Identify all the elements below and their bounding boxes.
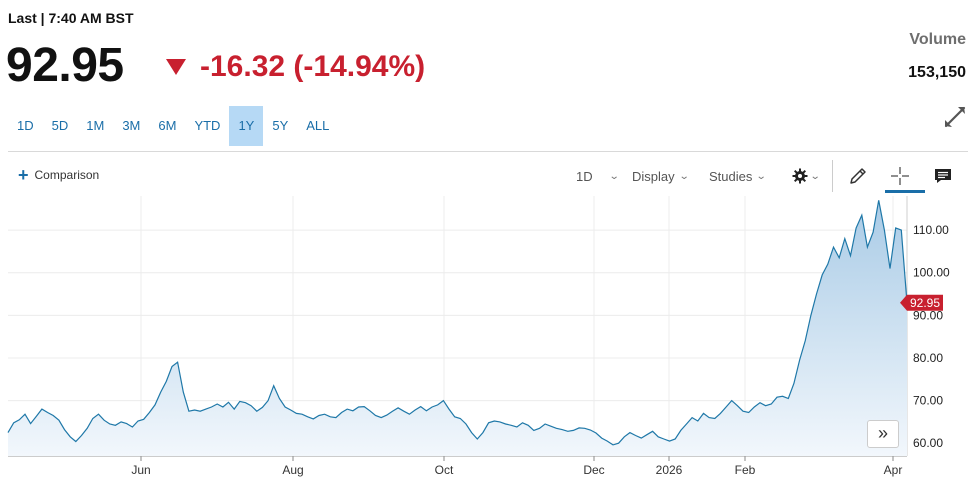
time-range-selector: 1D 5D 1M 3M 6M YTD 1Y 5Y ALL [8,106,338,146]
header-divider [8,151,968,152]
studies-dropdown[interactable]: Studies ⌄ [709,160,768,192]
price-change-value: -16.32 (-14.94%) [200,50,426,83]
chevron-down-icon: ⌄ [809,170,821,182]
range-button-1m[interactable]: 1M [86,118,105,133]
x-tick-label: Jun [131,463,150,477]
comparison-label: Comparison [34,168,100,182]
range-button-6m[interactable]: 6M [158,118,177,133]
chevron-down-icon: ⌄ [608,170,620,182]
settings-dropdown[interactable]: ⌄ [792,160,821,192]
y-tick-label: 110.00 [913,223,949,237]
studies-label: Studies [709,168,753,184]
gear-icon [792,168,808,184]
range-button-1d[interactable]: 1D [17,118,34,133]
volume-value: 153,150 [908,64,966,81]
range-button-all[interactable]: ALL [306,118,330,133]
x-tick-label: Aug [282,463,303,477]
expand-icon[interactable] [942,104,968,130]
last-price-tag-shape [900,294,943,311]
y-tick-label: 80.00 [913,351,943,365]
display-label: Display [632,168,675,184]
last-price-tag: 92.95 [900,294,943,311]
x-tick-label: Feb [735,463,756,477]
comment-tool-button[interactable] [933,160,953,192]
toolbar-separator [832,160,833,192]
x-tick-label: Apr [884,463,903,477]
y-tick-label: 100.00 [913,266,950,280]
y-tick-label: 60.00 [913,436,943,450]
last-update-label: Last | 7:40 AM BST [8,10,134,26]
crosshair-tool-button[interactable] [890,160,910,192]
plus-icon: + [18,165,29,185]
price-change: -16.32 (-14.94%) [166,50,425,84]
y-tick-label: 90.00 [913,308,943,322]
range-button-ytd[interactable]: YTD [194,118,221,133]
x-tick-label: Dec [583,463,604,477]
comment-icon [935,169,951,183]
range-button-3m[interactable]: 3M [122,118,141,133]
y-tick-label: 70.00 [913,394,943,408]
down-triangle-icon [166,59,186,75]
display-dropdown[interactable]: Display ⌄ [632,160,690,192]
range-button-1y[interactable]: 1Y [229,106,264,146]
crosshair-icon [891,167,909,185]
y-axis-labels: 60.00 70.00 80.00 90.00 100.00 110.00 [913,223,950,450]
last-price-tag-label: 92.95 [910,296,940,310]
x-tick-label: 2026 [656,463,683,477]
comparison-button[interactable]: + Comparison [18,165,100,185]
chevron-down-icon: ⌄ [678,170,690,182]
active-tool-indicator [885,190,925,193]
price-area [8,200,907,456]
interval-dropdown[interactable]: 1D ⌄ [576,160,620,192]
last-price: 92.95 [6,39,124,92]
interval-label: 1D [576,168,593,184]
volume-label: Volume [909,31,966,48]
chevron-down-icon: ⌄ [756,170,768,182]
range-button-5y[interactable]: 5Y [272,118,289,133]
draw-tool-button[interactable] [848,160,868,192]
x-tick-label: Oct [435,463,454,477]
range-button-5d[interactable]: 5D [51,118,69,133]
price-line [7,200,908,446]
x-axis-labels: Jun Aug Oct Dec 2026 Feb Apr [131,463,902,477]
pencil-icon [850,168,866,184]
double-chevron-right-icon: » [877,423,888,443]
scroll-right-button[interactable]: » [867,420,899,448]
